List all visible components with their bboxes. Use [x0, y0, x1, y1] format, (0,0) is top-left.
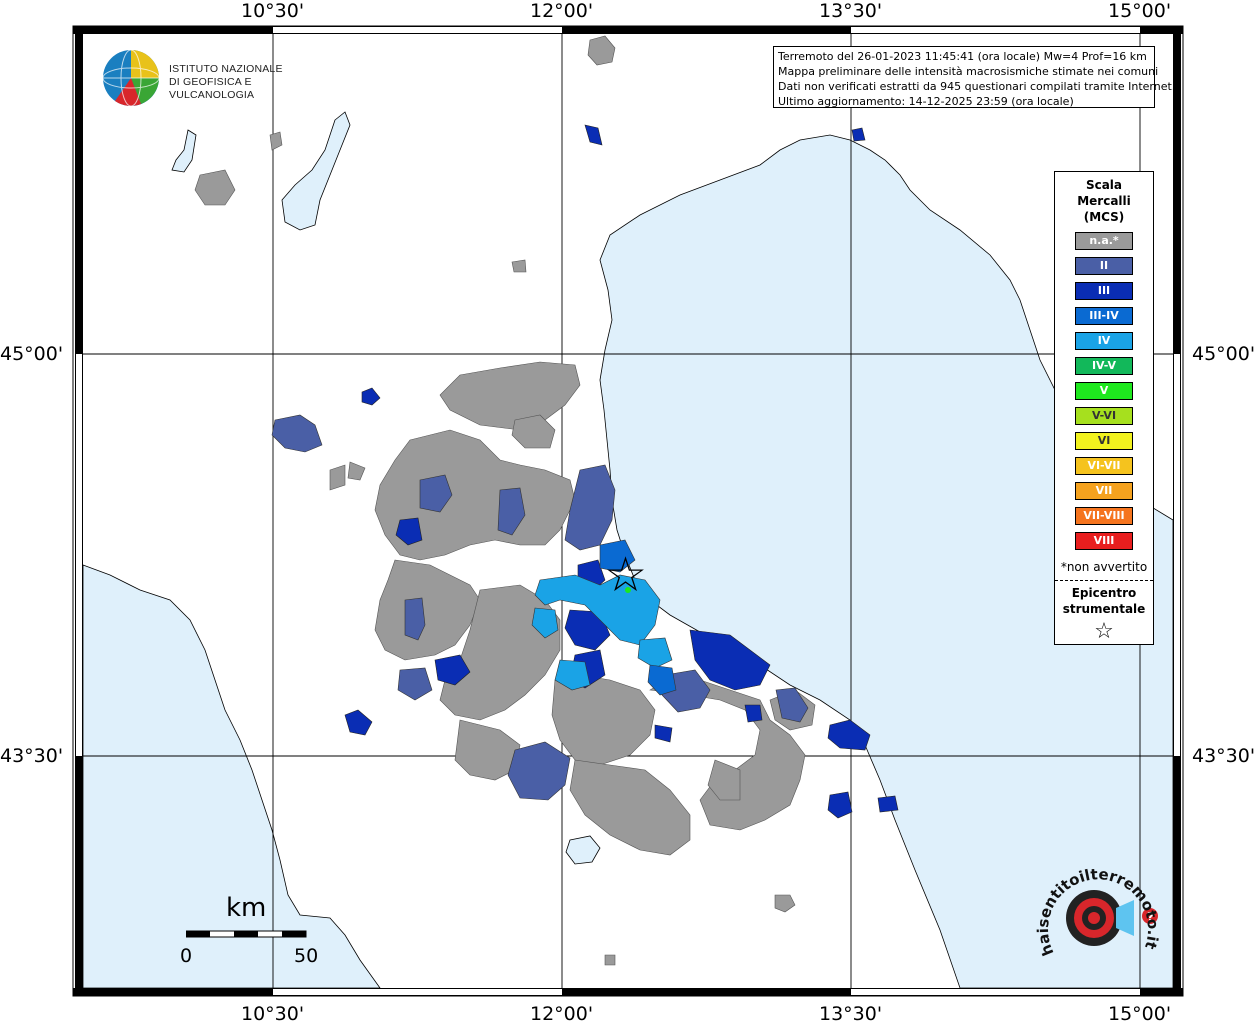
legend-item-iii: III: [1075, 282, 1133, 300]
legend-star-icon: ☆: [1094, 619, 1114, 644]
legend-epicenter-label-2: strumentale: [1062, 602, 1146, 616]
legend-item-viiviii: VII-VIII: [1075, 507, 1133, 525]
legend-items: n.a.* II III III-IV IV IV-V V V-VI VI VI-VII VII VI…: [1055, 232, 1153, 550]
legend-item-iv: IV: [1075, 332, 1133, 350]
scale-label-50: 50: [294, 945, 319, 967]
municipalities-na: [194, 35, 816, 966]
epicenter-star-icon: ☆: [604, 547, 648, 603]
scale-unit: km: [226, 893, 267, 923]
legend-note: *non avvertito: [1060, 560, 1148, 574]
tick-top-1200: 12°00': [530, 0, 594, 22]
legend-item-ii: II: [1075, 257, 1133, 275]
legend-item-viii: VIII: [1075, 532, 1133, 550]
tick-bottom-1500: 15°00': [1108, 1003, 1172, 1025]
tick-top-1330: 13°30': [819, 0, 883, 22]
ingv-globe-icon: [102, 49, 160, 107]
legend-item-na: n.a.*: [1075, 232, 1133, 250]
lake-garda: [281, 111, 351, 231]
legend-item-vivii: VI-VII: [1075, 457, 1133, 475]
event-info-line1: Terremoto del 26-01-2023 11:45:41 (ora l…: [778, 50, 1147, 63]
municipalities-III-IV: [599, 539, 677, 696]
event-info-box: Terremoto del 26-01-2023 11:45:41 (ora l…: [773, 46, 1176, 108]
event-info-line3: Dati non verificati estratti da 945 ques…: [778, 80, 1176, 93]
tick-left-4330: 43°30': [0, 745, 64, 767]
epicenter-green: [625, 587, 631, 593]
legend-divider: [1055, 580, 1153, 581]
tick-bottom-1200: 12°00': [530, 1003, 594, 1025]
scale-label-0: 0: [180, 945, 193, 967]
legend-item-v: V: [1075, 382, 1133, 400]
lake-trasimeno: [565, 835, 601, 865]
tick-left-4500: 45°00': [0, 343, 64, 365]
svg-text:?: ?: [1147, 910, 1154, 924]
mcs-legend: Scala Mercalli (MCS) n.a.* II III III-IV IV I…: [1054, 171, 1154, 645]
tick-bottom-1330: 13°30': [819, 1003, 883, 1025]
ingv-name-line2: DI GEOFISICA E VULCANOLOGIA: [169, 76, 255, 101]
ingv-logo: ISTITUTO NAZIONALE DI GEOFISICA E VULCAN…: [101, 48, 331, 110]
legend-item-vii: VII: [1075, 482, 1133, 500]
legend-item-ivv: IV-V: [1075, 357, 1133, 375]
tick-top-1500: 15°00': [1108, 0, 1172, 22]
event-info-line4: Ultimo aggiornamento: 14-12-2025 23:59 (…: [778, 95, 1074, 108]
tick-bottom-1030: 10°30': [241, 1003, 305, 1025]
legend-title-1: Scala: [1085, 178, 1123, 192]
legend-epicenter-label-1: Epicentro: [1071, 586, 1137, 600]
lake-small: [171, 129, 197, 173]
tyrrhenian-sea: [82, 564, 381, 989]
tick-top-1030: 10°30': [241, 0, 305, 22]
legend-item-vvi: V-VI: [1075, 407, 1133, 425]
haisentito-logo: ? haisentitoilterremoto.it: [1034, 858, 1164, 978]
legend-item-iiiiv: III-IV: [1075, 307, 1133, 325]
scale-bar-graphic: [186, 930, 307, 938]
legend-title-2: Mercalli: [1077, 194, 1131, 208]
event-info-line2: Mappa preliminare delle intensità macros…: [778, 65, 1159, 78]
tick-right-4500: 45°00': [1192, 343, 1256, 365]
ingv-name-line1: ISTITUTO NAZIONALE: [169, 63, 283, 75]
legend-item-vi: VI: [1075, 432, 1133, 450]
tick-right-4330: 43°30': [1192, 745, 1256, 767]
legend-title-3: (MCS): [1083, 210, 1125, 224]
scale-bar: km 0 50: [180, 893, 320, 973]
